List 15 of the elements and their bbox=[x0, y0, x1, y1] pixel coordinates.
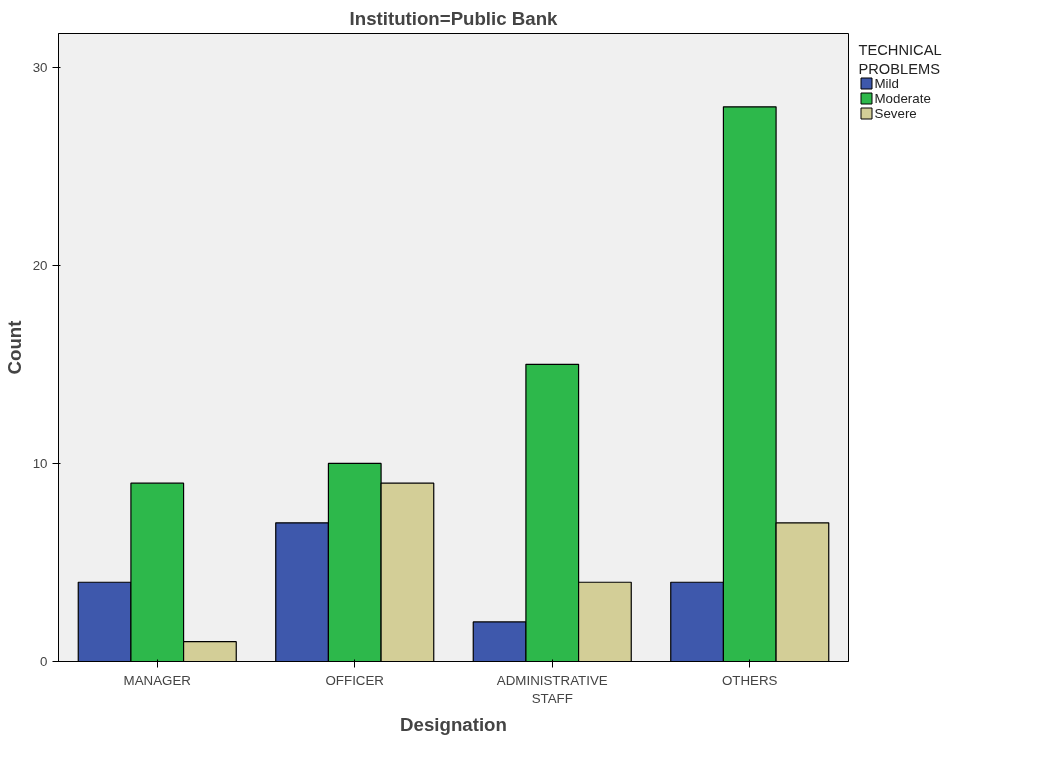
y-tick-label: 30 bbox=[32, 59, 48, 75]
x-tick-label: OFFICER bbox=[325, 672, 384, 688]
x-axis-title: Designation bbox=[400, 713, 507, 735]
y-axis-title: Count bbox=[3, 320, 25, 375]
legend-title: TECHNICAL PROBLEMS bbox=[858, 41, 942, 77]
chart-title: Institution=Public Bank bbox=[349, 7, 559, 29]
y-tick-label: 0 bbox=[40, 654, 48, 669]
y-tick-label: 10 bbox=[32, 455, 48, 471]
x-tick-label: OTHERS bbox=[721, 672, 778, 688]
legend-label: Moderate bbox=[874, 91, 931, 106]
legend-label: Mild bbox=[874, 76, 899, 91]
x-tick-label: ADMINISTRATIVE STAFF bbox=[496, 672, 608, 706]
legend-label: Severe bbox=[874, 106, 917, 121]
y-tick-label: 20 bbox=[32, 257, 48, 273]
x-tick-label: MANAGER bbox=[123, 672, 191, 688]
